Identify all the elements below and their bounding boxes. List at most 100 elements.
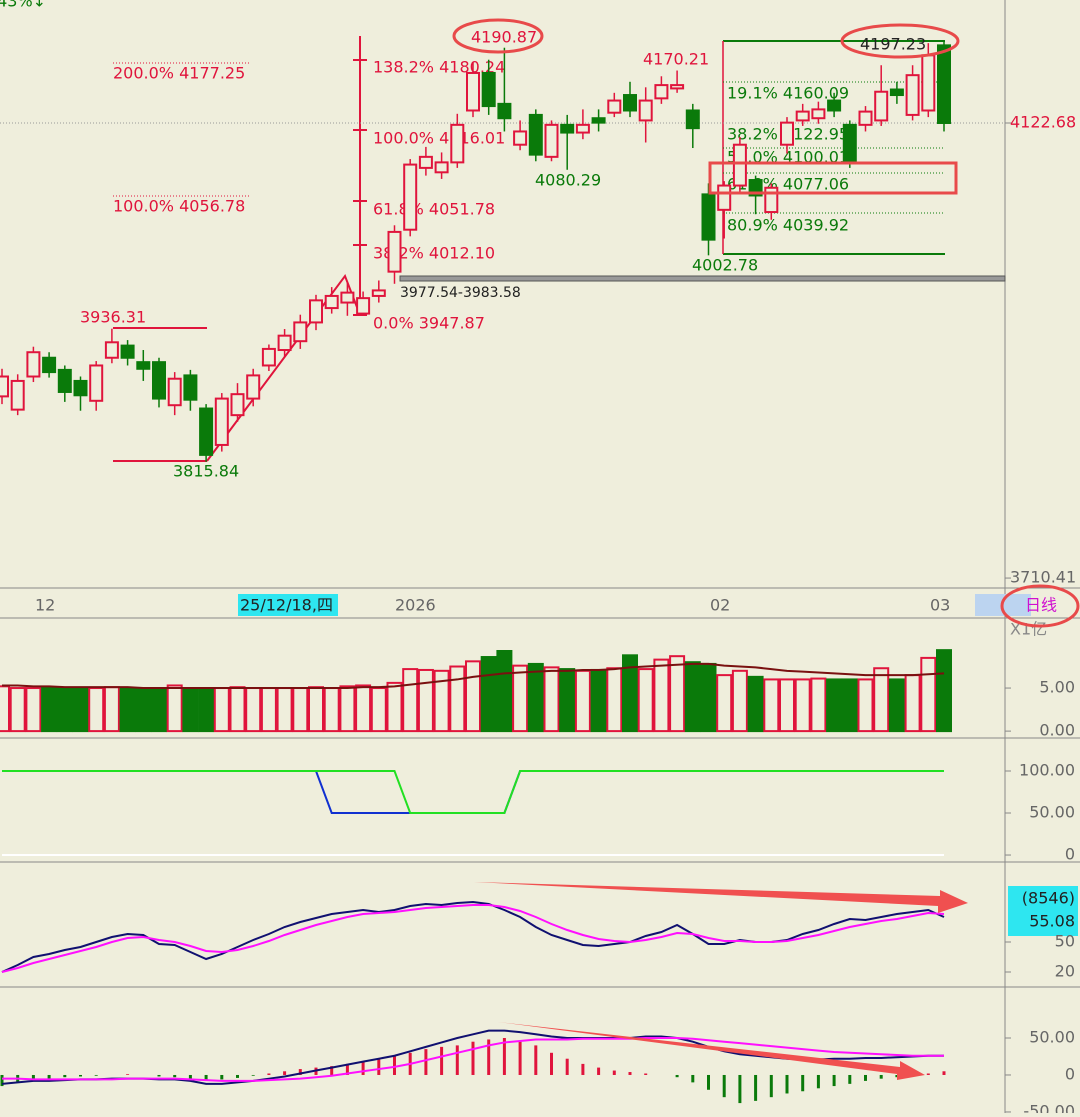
volume-bar bbox=[41, 687, 58, 733]
volume-bar bbox=[590, 668, 607, 733]
price-label: 3936.31 bbox=[80, 308, 146, 327]
volume-bar bbox=[465, 660, 481, 733]
candle-body bbox=[214, 397, 229, 446]
candle-body bbox=[874, 90, 889, 122]
volume-bar bbox=[527, 662, 544, 733]
volume-bar bbox=[88, 687, 105, 733]
candle-body bbox=[167, 377, 182, 407]
y-tick-label: 5.00 bbox=[1039, 678, 1075, 697]
volume-bar bbox=[449, 665, 466, 733]
fib-label: 61.8% 4051.78 bbox=[373, 200, 495, 219]
price-label: 4170.21 bbox=[643, 50, 709, 69]
price-label: 4190.87 bbox=[471, 28, 537, 47]
volume-bar bbox=[920, 656, 937, 733]
range-label: 3977.54-3983.58 bbox=[400, 285, 521, 301]
volume-bar bbox=[684, 661, 701, 733]
volume-bar bbox=[433, 669, 450, 733]
volume-bar bbox=[308, 686, 324, 733]
candle-body bbox=[670, 84, 685, 90]
volume-bar bbox=[637, 668, 654, 733]
candle-body bbox=[560, 123, 575, 134]
y-tick-label: 0.00 bbox=[1039, 721, 1075, 740]
candle-body bbox=[528, 113, 543, 156]
candle-body bbox=[732, 143, 747, 187]
candle-body bbox=[607, 99, 622, 114]
volume-bar bbox=[857, 678, 874, 733]
fib-label: 100.0% 4056.78 bbox=[113, 197, 245, 216]
candle-body bbox=[277, 334, 292, 352]
price-label: 4002.78 bbox=[692, 256, 758, 275]
fib-label: 100.0% 4116.01 bbox=[373, 129, 505, 148]
volume-bar bbox=[763, 678, 780, 733]
current-value: 55.08 bbox=[1029, 912, 1075, 931]
candle-body bbox=[481, 71, 496, 108]
volume-bar bbox=[245, 687, 262, 733]
candle-body bbox=[764, 186, 779, 214]
candle-body bbox=[575, 123, 590, 134]
volume-bar bbox=[229, 686, 246, 733]
volume-bar bbox=[355, 684, 372, 733]
volume-bar bbox=[747, 675, 764, 733]
volume-bar bbox=[841, 678, 858, 733]
candle-body bbox=[387, 230, 402, 273]
candle-body bbox=[701, 193, 716, 241]
volume-bar bbox=[716, 674, 733, 733]
badge-label: (8546) bbox=[1022, 889, 1075, 908]
marks: 4122.68 3710.41 5.00 0.00 100.00 50.00 0 50 20 55… bbox=[0, 40, 1076, 1117]
series-line bbox=[2, 662, 945, 690]
volume-bar bbox=[166, 684, 183, 733]
candle-body bbox=[0, 375, 9, 398]
volume-bar bbox=[72, 687, 89, 733]
volume-bar bbox=[574, 669, 591, 733]
candle-body bbox=[152, 361, 166, 400]
candle-body bbox=[780, 121, 794, 146]
volume-bar bbox=[669, 655, 686, 733]
candle-body bbox=[795, 110, 810, 122]
y-tick-label: 0 bbox=[1065, 845, 1075, 864]
volume-bar bbox=[480, 656, 497, 733]
fib-label: 138.2% 4180.24 bbox=[373, 58, 505, 77]
y-tick-label: 20 bbox=[1055, 962, 1075, 981]
candle-body bbox=[89, 364, 104, 402]
fib-label: 38.2% 4012.10 bbox=[373, 244, 495, 263]
volume-bar bbox=[0, 685, 10, 733]
volume-bar bbox=[103, 686, 120, 733]
candle-body bbox=[199, 407, 214, 456]
date-label: 2026 bbox=[395, 596, 436, 615]
y-tick-label: 3710.41 bbox=[1010, 568, 1076, 587]
volume-bar bbox=[810, 677, 827, 733]
period-button[interactable]: 日线 bbox=[1025, 596, 1057, 615]
candle-body bbox=[937, 44, 951, 124]
series-line bbox=[2, 770, 944, 815]
volume-bar bbox=[417, 668, 434, 733]
volume-bar bbox=[119, 687, 136, 733]
date-label: 03 bbox=[930, 596, 950, 615]
candle-body bbox=[842, 123, 857, 164]
candle-body bbox=[623, 94, 637, 112]
date-label: 02 bbox=[710, 596, 730, 615]
volume-bar bbox=[606, 667, 623, 733]
series-line bbox=[1, 904, 945, 973]
volume-bar bbox=[873, 667, 890, 733]
series-line bbox=[2, 1037, 944, 1082]
volume-bar bbox=[496, 650, 513, 733]
highlights bbox=[452, 18, 1080, 628]
candle-body bbox=[371, 289, 386, 297]
volume-bar bbox=[731, 669, 748, 733]
volume-bar bbox=[700, 662, 717, 733]
volume-bar bbox=[512, 664, 529, 733]
volume-bar bbox=[9, 687, 26, 733]
volume-bar bbox=[386, 681, 403, 733]
candle-body bbox=[340, 291, 355, 304]
volume-bar bbox=[25, 687, 42, 733]
candle-body bbox=[418, 155, 433, 169]
value-badge bbox=[1008, 886, 1078, 936]
volume-bar bbox=[936, 649, 952, 733]
fib-label: 19.1% 4160.09 bbox=[727, 84, 849, 103]
candle-body bbox=[811, 108, 826, 120]
candle-body bbox=[120, 344, 135, 359]
